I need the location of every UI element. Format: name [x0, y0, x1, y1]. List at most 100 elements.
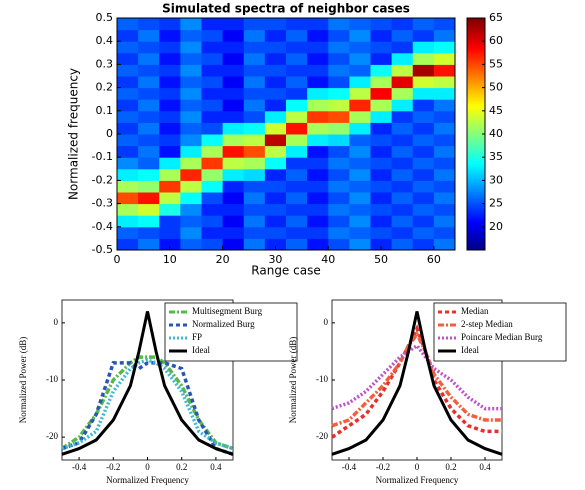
heatmap-cell	[349, 41, 371, 54]
x-tick-label: 0.2	[445, 462, 456, 472]
colorbar-step	[467, 157, 485, 161]
heatmap-cell	[201, 18, 224, 31]
colorbar-step	[467, 203, 485, 207]
y-tick-label: -0.4	[92, 220, 113, 233]
colorbar-step	[467, 76, 485, 79]
y-axis-label: Normalized Power (dB)	[18, 337, 28, 423]
heatmap-cell	[433, 99, 456, 112]
colorbar-step	[467, 150, 485, 154]
heatmap-cell	[370, 64, 393, 77]
colorbar-step	[467, 210, 485, 214]
colorbar-step	[467, 34, 485, 38]
heatmap-cell	[307, 29, 329, 42]
heatmap-cell	[328, 110, 350, 123]
colorbar-step	[467, 143, 485, 147]
colorbar-step	[467, 127, 485, 130]
y-tick-label: -0.2	[92, 173, 113, 186]
colorbar-step	[467, 113, 485, 116]
series-line	[61, 361, 234, 456]
heatmap-cell	[307, 180, 329, 193]
y-tick-label: 0	[106, 127, 113, 140]
heatmap-cell	[264, 180, 287, 193]
heatmap-cell	[286, 99, 308, 112]
heatmap-cell	[243, 134, 266, 147]
y-tick-label: -10	[316, 374, 328, 384]
x-tick-label: 0	[114, 253, 121, 266]
heatmap-cell	[159, 168, 181, 181]
colorbar-step	[467, 80, 485, 84]
colorbar-step	[467, 247, 485, 251]
heatmap-cell	[201, 99, 224, 112]
colorbar-step	[467, 115, 485, 119]
heatmap-cell	[201, 110, 224, 123]
colorbar-step	[467, 73, 485, 77]
heatmap-cell	[370, 99, 393, 112]
heatmap-cell	[433, 87, 456, 100]
heatmap-cell	[286, 64, 308, 77]
heatmap-cell	[201, 203, 224, 216]
colorbar-step	[467, 168, 485, 172]
heatmap-cell	[138, 180, 160, 193]
heatmap-cell	[370, 226, 393, 239]
heatmap-cell	[328, 168, 350, 181]
colorbar-step	[467, 36, 485, 40]
x-tick-label: 60	[427, 253, 441, 266]
heatmap-cell	[117, 41, 139, 54]
heatmap-cell	[201, 192, 224, 205]
heatmap-cell	[159, 76, 181, 89]
x-axis-label: Normalized Frequency	[376, 475, 459, 485]
heatmap-cell	[433, 29, 456, 42]
heatmap-cell	[159, 192, 181, 205]
heatmap-cell	[201, 226, 224, 239]
heatmap-cell	[391, 192, 414, 205]
heatmap-cell	[391, 41, 414, 54]
colorbar-step	[467, 173, 485, 177]
heatmap-cell	[412, 145, 435, 158]
colorbar-tick-label: 55	[489, 57, 503, 70]
colorbar-tick-label: 20	[489, 220, 503, 233]
heatmap-cell	[264, 76, 287, 89]
heatmap-cell	[433, 192, 456, 205]
colorbar-step	[467, 94, 485, 98]
heatmap-cell	[391, 215, 414, 228]
colorbar-step	[467, 52, 485, 56]
heatmap-cell	[433, 18, 456, 31]
heatmap-cell	[349, 203, 371, 216]
colorbar-step	[467, 187, 485, 191]
heatmap-cell	[307, 18, 329, 31]
heatmap-cell	[159, 134, 181, 147]
heatmap-cell	[222, 145, 245, 158]
heatmap-cell	[138, 168, 160, 181]
legend-label: Multisegment Burg	[192, 306, 263, 316]
heatmap-cell	[328, 99, 350, 112]
colorbar-step	[467, 152, 485, 156]
heatmap-cell	[391, 238, 414, 251]
colorbar-step	[467, 38, 485, 42]
heatmap-chart: Simulated spectra of neighbor cases 0 10 20…	[67, 2, 504, 278]
heatmap-cell	[201, 87, 224, 100]
heatmap-cell	[328, 180, 350, 193]
heatmap-cell	[264, 192, 287, 205]
colorbar-step	[467, 180, 485, 184]
heatmap-cell	[391, 122, 414, 135]
heatmap-cell	[328, 226, 350, 239]
heatmap-cell	[370, 52, 393, 65]
heatmap-cell	[412, 203, 435, 216]
x-tick-label: 30	[268, 253, 282, 266]
x-tick-label: 10	[163, 253, 177, 266]
colorbar-step	[467, 217, 485, 221]
heatmap-cell	[138, 87, 160, 100]
x-tick-label: 20	[216, 253, 230, 266]
heatmap-cell	[412, 29, 435, 42]
heatmap-cell	[349, 52, 371, 65]
heatmap-cell	[307, 52, 329, 65]
series-line	[61, 355, 234, 451]
heatmap-cell	[349, 110, 371, 123]
colorbar-step	[467, 222, 485, 225]
heatmap-cell	[307, 41, 329, 54]
heatmap-cell	[349, 157, 371, 170]
heatmap-cell	[349, 168, 371, 181]
colorbar-step	[467, 205, 485, 209]
heatmap-cell	[391, 29, 414, 42]
y-tick-label: -0.5	[92, 243, 113, 256]
